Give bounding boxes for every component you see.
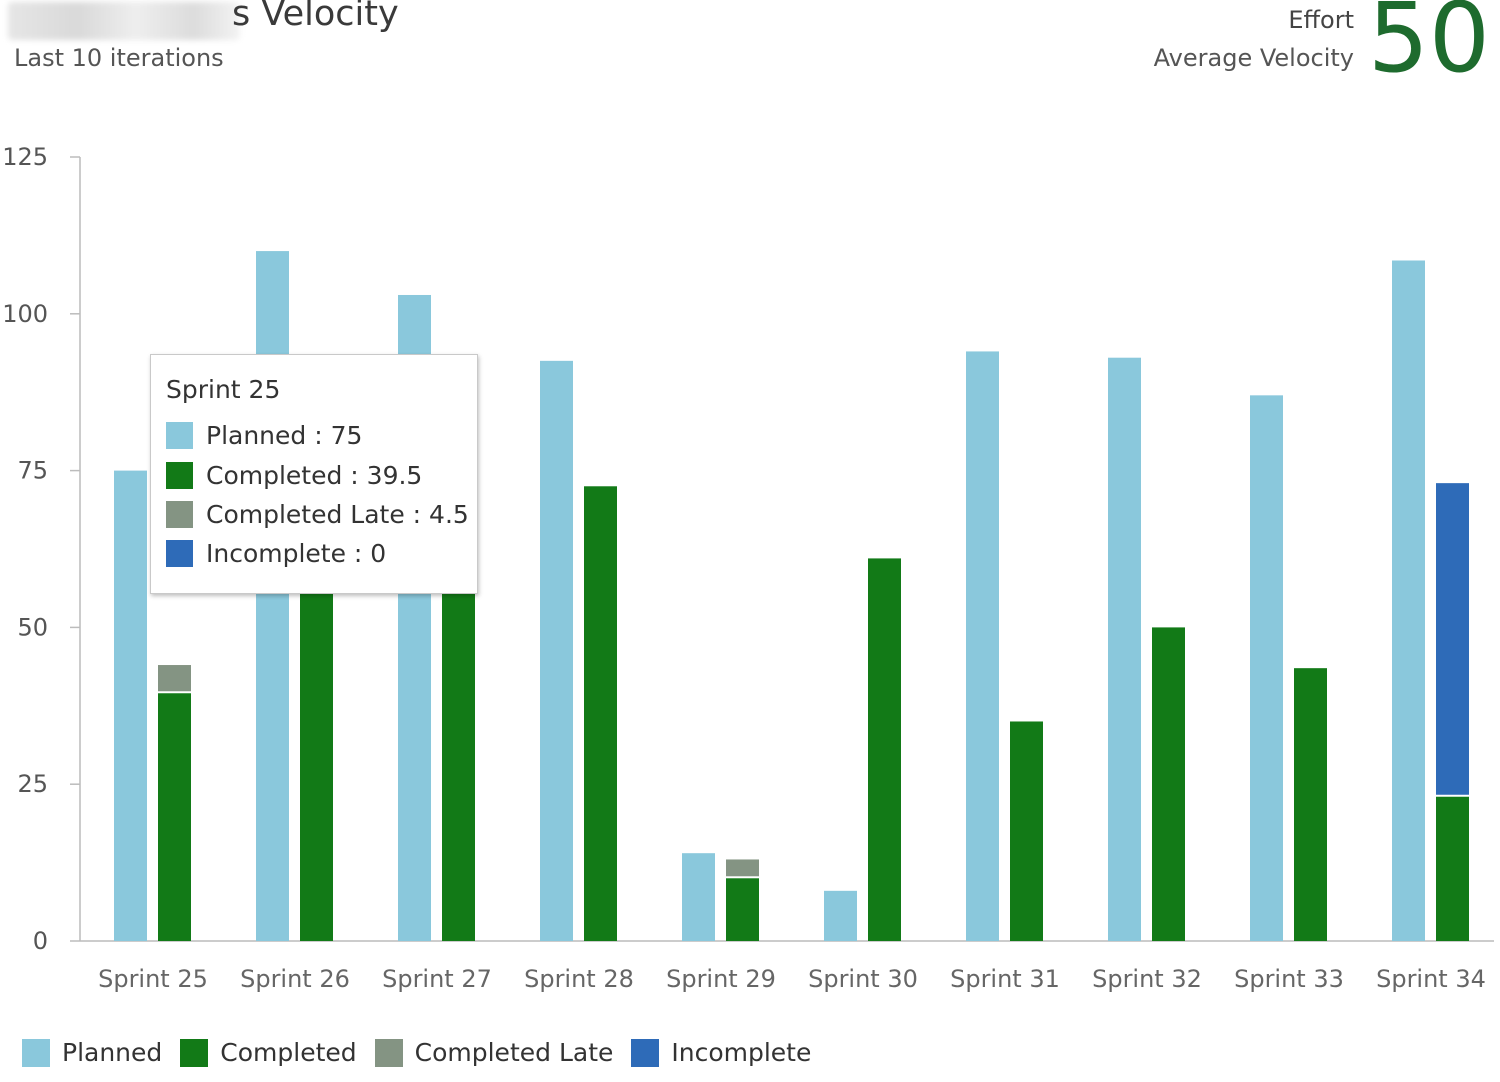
bar-completed-sprint-33 xyxy=(1294,668,1327,941)
bar-completed-sprint-26 xyxy=(300,583,333,941)
tooltip-swatch-incomplete xyxy=(166,540,193,567)
tooltip-text-completed-late: Completed Late : 4.5 xyxy=(206,500,469,529)
redacted-team-name xyxy=(8,2,240,40)
bar-planned-sprint-29 xyxy=(682,853,715,941)
bar-planned-sprint-30 xyxy=(824,890,857,941)
x-tick-label-sprint-30: Sprint 30 xyxy=(808,965,918,993)
x-tick-label-sprint-26: Sprint 26 xyxy=(240,965,350,993)
tooltip-row-completed: Completed : 39.5 xyxy=(166,461,422,490)
tooltip-row-planned: Planned : 75 xyxy=(166,421,362,450)
tooltip-text-planned: Planned : 75 xyxy=(206,421,363,450)
legend-swatch-planned xyxy=(22,1038,50,1067)
bar-completed-sprint-31 xyxy=(1010,721,1043,941)
bar-completed-sprint-29 xyxy=(726,878,759,941)
average-velocity-value: 50 xyxy=(1367,0,1490,94)
x-tick-label-sprint-34: Sprint 34 xyxy=(1376,965,1486,993)
x-tick-label-sprint-33: Sprint 33 xyxy=(1234,965,1344,993)
y-tick-label-75: 75 xyxy=(17,457,48,485)
bar-incomplete-sprint-34 xyxy=(1436,483,1469,795)
bar-completed-sprint-32 xyxy=(1152,627,1185,941)
bar-completed-sprint-28 xyxy=(584,486,617,941)
chart-legend: Planned Completed Completed Late Incompl… xyxy=(22,1038,829,1067)
x-tick-label-sprint-31: Sprint 31 xyxy=(950,965,1060,993)
tooltip-row-incomplete: Incomplete : 0 xyxy=(166,539,386,568)
chart-subtitle: Last 10 iterations xyxy=(14,44,224,72)
tooltip-swatch-completed-late xyxy=(166,501,193,528)
x-tick-label-sprint-32: Sprint 32 xyxy=(1092,965,1202,993)
legend-label-incomplete: Incomplete xyxy=(671,1038,812,1067)
metric-sublabel: Average Velocity xyxy=(1153,44,1354,72)
legend-swatch-incomplete xyxy=(631,1038,660,1067)
tooltip-text-completed: Completed : 39.5 xyxy=(206,461,423,490)
bar-completed-late-sprint-29 xyxy=(726,859,759,877)
tooltip-text-incomplete: Incomplete : 0 xyxy=(206,539,387,568)
legend-item-completed[interactable]: Completed xyxy=(180,1038,357,1067)
bar-planned-sprint-33 xyxy=(1250,395,1283,941)
tooltip-row-completed-late: Completed Late : 4.5 xyxy=(166,500,469,529)
legend-label-completed: Completed xyxy=(220,1038,357,1067)
y-tick-label-50: 50 xyxy=(17,613,48,641)
bar-completed-sprint-27 xyxy=(442,583,475,941)
x-tick-label-sprint-25: Sprint 25 xyxy=(98,965,208,993)
bar-completed-sprint-25 xyxy=(158,693,191,941)
y-tick-label-125: 125 xyxy=(2,143,48,171)
legend-swatch-completed-late xyxy=(374,1038,403,1067)
y-tick-label-0: 0 xyxy=(33,927,48,955)
metric-label: Effort xyxy=(1288,6,1354,34)
legend-swatch-completed xyxy=(180,1038,209,1067)
chart-tooltip: Sprint 25 Planned : 75 Completed : 39.5 … xyxy=(150,354,478,594)
bar-completed-sprint-30 xyxy=(868,558,901,941)
bar-completed-sprint-34 xyxy=(1436,796,1469,941)
tooltip-swatch-completed xyxy=(166,462,193,489)
legend-item-completed-late[interactable]: Completed Late xyxy=(374,1038,614,1067)
chart-title: s Velocity xyxy=(232,0,399,34)
bar-planned-sprint-31 xyxy=(966,351,999,941)
legend-label-planned: Planned xyxy=(62,1038,163,1067)
bar-planned-sprint-25 xyxy=(114,470,147,941)
x-tick-label-sprint-28: Sprint 28 xyxy=(524,965,634,993)
tooltip-title: Sprint 25 xyxy=(166,375,281,404)
bar-planned-sprint-32 xyxy=(1108,357,1141,941)
x-tick-label-sprint-27: Sprint 27 xyxy=(382,965,492,993)
bar-planned-sprint-28 xyxy=(540,360,573,942)
legend-label-completed-late: Completed Late xyxy=(414,1038,614,1067)
bar-completed-late-sprint-25 xyxy=(158,665,191,692)
bar-planned-sprint-34 xyxy=(1392,260,1425,941)
tooltip-swatch-planned xyxy=(166,422,193,449)
legend-item-planned[interactable]: Planned xyxy=(22,1038,162,1067)
legend-item-incomplete[interactable]: Incomplete xyxy=(631,1038,811,1067)
y-tick-label-25: 25 xyxy=(17,770,48,798)
x-tick-label-sprint-29: Sprint 29 xyxy=(666,965,776,993)
y-tick-label-100: 100 xyxy=(2,300,48,328)
